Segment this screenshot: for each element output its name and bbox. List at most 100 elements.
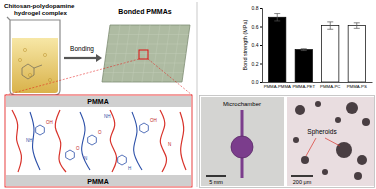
y-tick: 0.2 [252, 61, 262, 67]
beaker-label: hydrogel complex [14, 9, 68, 16]
bar [295, 50, 312, 82]
x-tick: PMMA-PC [320, 82, 340, 89]
x-axis: PMMA-PMMAPMMA-PET PMMA-PC PMMA-PS [263, 82, 373, 89]
error-bar [327, 22, 333, 29]
y-tick-mark [260, 8, 262, 9]
polymer-chain [12, 110, 21, 172]
bar [269, 17, 286, 82]
x-tick-label: PMMA-PS [347, 84, 367, 89]
layer-label: PMMA [87, 178, 108, 185]
x-tick-label: PMMA-PC [320, 84, 340, 89]
scale-bar [291, 175, 313, 177]
bubble [43, 53, 46, 56]
beaker-liquid [12, 38, 58, 93]
error-cap [301, 48, 307, 49]
y-tick-label: 0.4 [252, 42, 259, 48]
sheet-grid [103, 72, 183, 73]
microchamber-edge [231, 136, 253, 158]
bubble [28, 73, 31, 76]
error-bar [354, 23, 360, 29]
error-line [356, 23, 357, 29]
y-tick-mark [260, 82, 262, 83]
spheroid [336, 142, 352, 158]
error-bar [274, 14, 280, 21]
bar [322, 26, 339, 82]
arrow [64, 57, 96, 59]
spheroid [295, 105, 305, 115]
atom-label: N [84, 156, 87, 161]
y-tick-mark [260, 64, 262, 65]
spheroid [301, 156, 309, 164]
y-tick-label: 0.6 [252, 24, 259, 30]
pmma-layer-top [6, 96, 191, 107]
pointer [325, 138, 340, 146]
y-tick-mark [260, 45, 262, 46]
atom-label: H [128, 166, 131, 171]
bubble [23, 48, 26, 51]
separator [197, 2, 198, 187]
x-tick: PMMA-PET [292, 82, 315, 89]
pmma-layer-bottom [6, 175, 191, 186]
atom-label: OH [150, 118, 157, 123]
spheroid [335, 117, 341, 123]
x-tick-label: PMMA-PMMA [264, 84, 291, 89]
error-bar [301, 49, 307, 51]
sheet-grid [106, 53, 186, 54]
aromatic-ring [118, 155, 127, 165]
aromatic-ring [66, 150, 75, 160]
x-tick: PMMA-PMMA [264, 82, 291, 89]
x-tick: PMMA-PS [347, 82, 367, 89]
atom-label: NH [104, 114, 111, 119]
y-tick: 0.8 [252, 5, 262, 11]
y-tick-label: 0.0 [252, 79, 259, 85]
y-tick-label: 0.2 [252, 61, 259, 67]
y-tick-label: 0.8 [252, 5, 259, 11]
y-axis-title: Bond strength (MPa) [242, 19, 248, 70]
zoom-line [6, 59, 139, 95]
atom-label: OH [46, 120, 53, 125]
y-tick: 0.0 [252, 79, 262, 85]
zoom-line [148, 59, 192, 95]
sheet-grid [105, 63, 185, 64]
layer-label: PMMA [87, 98, 108, 105]
pmma-sheet [102, 25, 190, 82]
beaker-molecule [22, 64, 42, 79]
error-cap [274, 20, 280, 21]
image-label: Microchamber [223, 101, 261, 107]
photo-left [201, 97, 284, 186]
plot-area [269, 14, 366, 82]
atom-label: O [76, 146, 80, 151]
image-frame [200, 96, 375, 188]
polymer-chain [110, 110, 117, 172]
pointer [306, 138, 316, 156]
spheroid [315, 101, 321, 107]
sheet-grid [109, 34, 189, 35]
bubble [18, 58, 21, 61]
spheroid [362, 118, 370, 126]
y-axis: 0.0 0.2 0.4 0.6 0.8 [252, 5, 263, 85]
zoom-marker [139, 50, 148, 59]
scale-bar-label: 200 μm [293, 179, 312, 185]
scale-bar [206, 175, 226, 177]
photo-right [287, 97, 374, 186]
arrow-head [96, 54, 102, 62]
aromatic-ring [140, 123, 149, 133]
beaker-label: Chitosan-polydopamine [4, 2, 75, 9]
image-label: Spheroids [307, 128, 337, 136]
polymer-chain [180, 112, 186, 170]
x-tick-label: PMMA-PET [292, 84, 315, 89]
polymer-chain [55, 110, 66, 172]
atom-label: NH [26, 138, 33, 143]
y-tick-mark [260, 27, 262, 28]
bubble [48, 78, 51, 81]
spheroid [346, 102, 358, 114]
error-cap [354, 28, 360, 29]
atom-label: O [98, 130, 102, 135]
zoom-box [5, 95, 192, 187]
error-line [330, 22, 331, 29]
error-cap [327, 29, 333, 30]
y-tick: 0.4 [252, 42, 262, 48]
atom-label: N [168, 142, 171, 147]
product-label: Bonded PMMAs [118, 8, 171, 15]
catechol-chain [80, 112, 90, 170]
